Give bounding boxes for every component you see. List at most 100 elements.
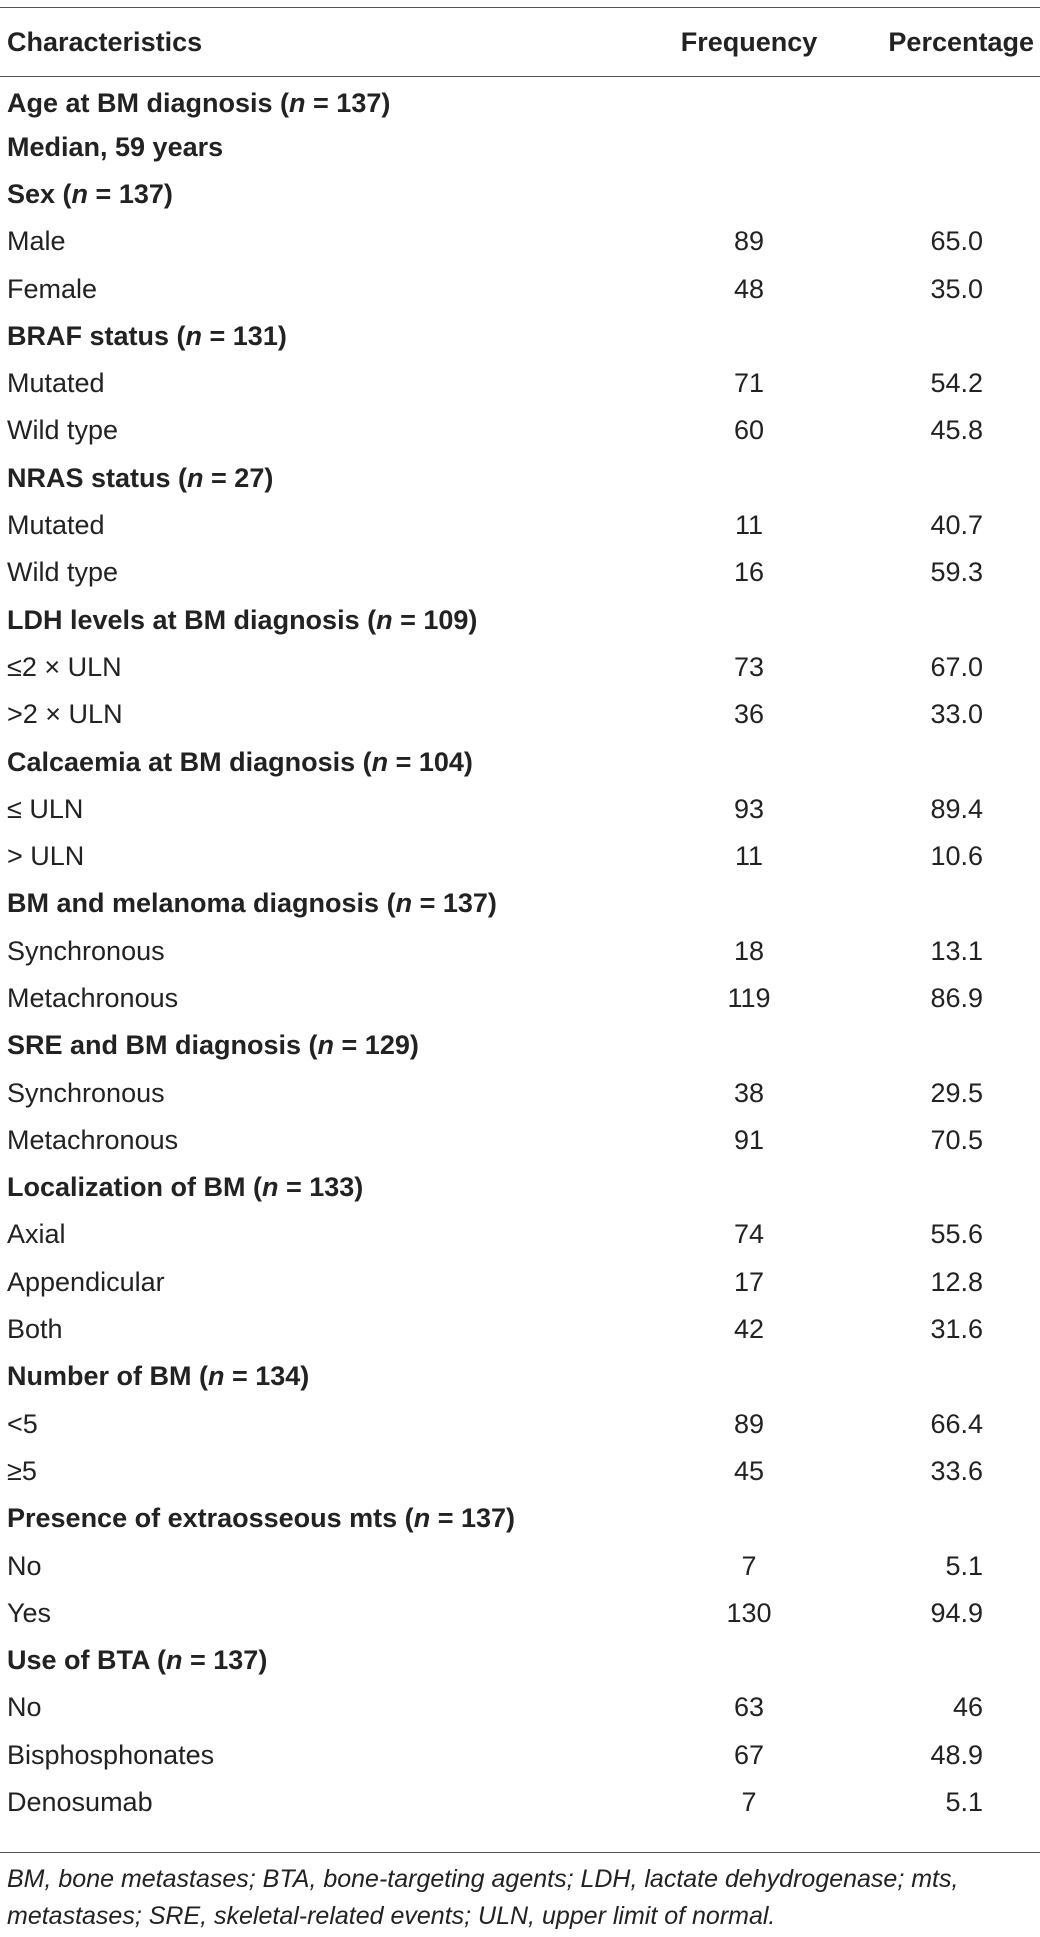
- row-label: Denosumab: [7, 1787, 153, 1818]
- row-percentage: 89.4: [930, 793, 983, 824]
- row-percentage: [849, 1495, 1040, 1542]
- table-row: Bisphosphonates 67 48.9: [0, 1732, 1040, 1779]
- table-group-row: Localization of BM (n = 133): [0, 1164, 1040, 1211]
- row-label: Both: [7, 1314, 63, 1345]
- row-frequency: 48: [733, 273, 764, 304]
- table-footnote: BM, bone metastases; BTA, bone-targeting…: [0, 1852, 1040, 1935]
- table-group-row: SRE and BM diagnosis (n = 129): [0, 1022, 1040, 1069]
- table-row: Metachronous 119 86.9: [0, 975, 1040, 1022]
- table-row: > ULN 11 10.6: [0, 833, 1040, 880]
- row-label: Presence of extraosseous mts (n = 137): [7, 1503, 515, 1534]
- row-frequency: 11: [734, 510, 763, 541]
- table-group-row: BM and melanoma diagnosis (n = 137): [0, 880, 1040, 927]
- row-label: <5: [7, 1408, 38, 1439]
- table-group-row: Number of BM (n = 134): [0, 1353, 1040, 1400]
- row-percentage: 86.9: [930, 982, 983, 1013]
- row-frequency: 18: [733, 935, 764, 966]
- row-percentage: [849, 124, 1040, 171]
- row-frequency: 71: [733, 368, 764, 399]
- row-frequency: [649, 1164, 849, 1211]
- row-label: >2 × ULN: [7, 699, 123, 730]
- row-label: Wild type: [7, 415, 119, 446]
- row-frequency: [649, 124, 849, 171]
- row-frequency: [649, 1637, 849, 1684]
- row-percentage: [849, 171, 1040, 218]
- row-label: Metachronous: [7, 982, 179, 1013]
- row-percentage: 67.0: [930, 651, 983, 682]
- row-percentage: 94.9: [930, 1597, 983, 1628]
- row-label: Synchronous: [7, 1077, 165, 1108]
- row-label: Number of BM (n = 134): [7, 1361, 310, 1392]
- table-row: Metachronous 91 70.5: [0, 1117, 1040, 1164]
- row-label: Mutated: [7, 368, 105, 399]
- table-row: Synchronous 18 13.1: [0, 928, 1040, 975]
- table-row: Male 89 65.0: [0, 218, 1040, 265]
- row-frequency: 130: [726, 1597, 772, 1628]
- row-percentage: [849, 738, 1040, 785]
- row-frequency: 45: [733, 1455, 764, 1486]
- row-frequency: 16: [733, 557, 764, 588]
- row-label: Male: [7, 226, 66, 257]
- row-frequency: [649, 596, 849, 643]
- row-percentage: [849, 455, 1040, 502]
- row-label: Wild type: [7, 557, 119, 588]
- table-header: Characteristics Frequency Percentage: [0, 7, 1040, 77]
- row-percentage: 10.6: [930, 841, 983, 872]
- row-label: SRE and BM diagnosis (n = 129): [7, 1030, 419, 1061]
- table-group-row: NRAS status (n = 27): [0, 455, 1040, 502]
- row-percentage: 70.5: [930, 1124, 983, 1155]
- row-percentage: [849, 1022, 1040, 1069]
- row-frequency: 17: [733, 1266, 764, 1297]
- header-frequency: Frequency: [680, 26, 818, 57]
- row-label: Yes: [7, 1597, 52, 1628]
- row-frequency: 74: [733, 1219, 764, 1250]
- row-frequency: 63: [733, 1692, 764, 1723]
- row-label: BM and melanoma diagnosis (n = 137): [7, 888, 497, 919]
- row-percentage: 40.7: [930, 510, 983, 541]
- row-percentage: 5.1: [945, 1550, 983, 1581]
- row-frequency: 89: [733, 1408, 764, 1439]
- table-row: Axial 74 55.6: [0, 1211, 1040, 1258]
- row-label: Appendicular: [7, 1266, 165, 1297]
- row-percentage: 45.8: [930, 415, 983, 446]
- row-percentage: 29.5: [930, 1077, 983, 1108]
- row-frequency: 91: [733, 1124, 764, 1155]
- row-frequency: 38: [733, 1077, 764, 1108]
- row-percentage: 59.3: [930, 557, 983, 588]
- row-label: Calcaemia at BM diagnosis (n = 104): [7, 746, 473, 777]
- table-group-row: Sex (n = 137): [0, 171, 1040, 218]
- row-frequency: 73: [733, 651, 764, 682]
- row-label: Synchronous: [7, 935, 165, 966]
- row-percentage: 12.8: [930, 1266, 983, 1297]
- row-percentage: 66.4: [930, 1408, 983, 1439]
- table-row: Appendicular 17 12.8: [0, 1259, 1040, 1306]
- row-label: No: [7, 1692, 42, 1723]
- row-percentage: [849, 1353, 1040, 1400]
- row-percentage: 31.6: [930, 1314, 983, 1345]
- row-frequency: [649, 77, 849, 124]
- row-percentage: [849, 313, 1040, 360]
- row-label: Axial: [7, 1219, 66, 1250]
- table-group-row: Calcaemia at BM diagnosis (n = 104): [0, 738, 1040, 785]
- table-row: Wild type 60 45.8: [0, 407, 1040, 454]
- row-label: Median, 59 years: [7, 131, 224, 162]
- row-label: ≤ ULN: [7, 793, 84, 824]
- row-frequency: [649, 1495, 849, 1542]
- table-group-row: Presence of extraosseous mts (n = 137): [0, 1495, 1040, 1542]
- table-row: Both 42 31.6: [0, 1306, 1040, 1353]
- row-frequency: 119: [727, 982, 771, 1013]
- table-row: No 63 46: [0, 1684, 1040, 1731]
- row-percentage: 5.1: [945, 1787, 983, 1818]
- table-row: ≤2 × ULN 73 67.0: [0, 644, 1040, 691]
- row-percentage: 35.0: [930, 273, 983, 304]
- table-row: <5 89 66.4: [0, 1401, 1040, 1448]
- table-row: Wild type 16 59.3: [0, 549, 1040, 596]
- row-frequency: [649, 455, 849, 502]
- row-percentage: [849, 880, 1040, 927]
- table-row: Yes 130 94.9: [0, 1590, 1040, 1637]
- row-percentage: 65.0: [930, 226, 983, 257]
- row-percentage: 55.6: [930, 1219, 983, 1250]
- row-label: ≤2 × ULN: [7, 651, 122, 682]
- table-group-row: BRAF status (n = 131): [0, 313, 1040, 360]
- row-percentage: 33.6: [930, 1455, 983, 1486]
